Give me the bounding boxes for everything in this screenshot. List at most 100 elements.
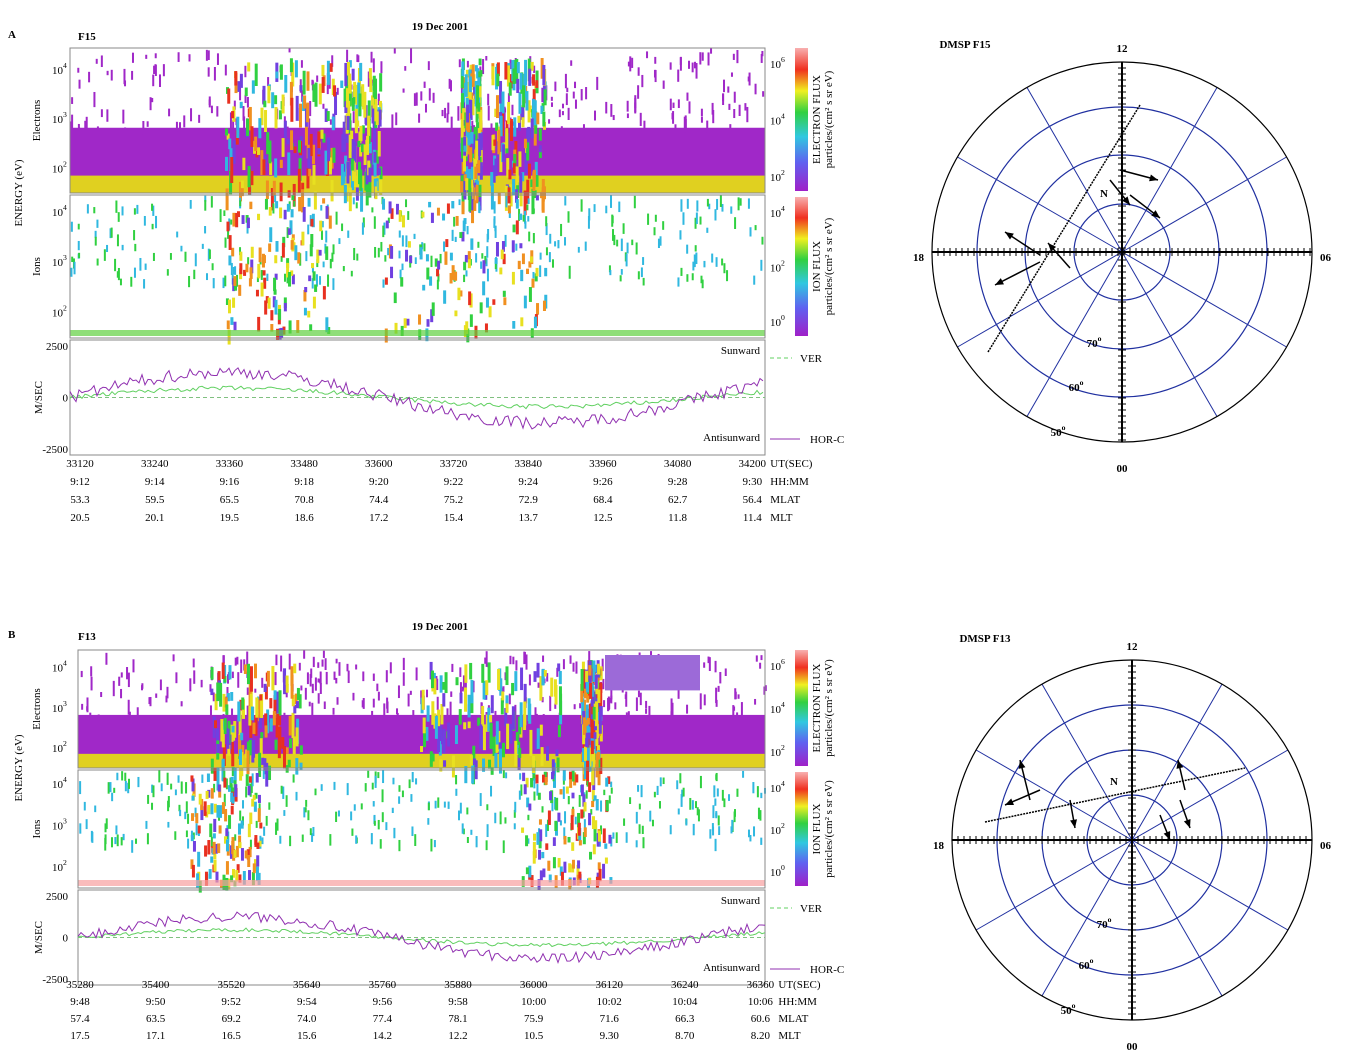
ion-speck (679, 773, 682, 784)
electron-speck (677, 688, 680, 699)
electron-burst (515, 744, 519, 755)
electron-speck (209, 684, 212, 692)
ion-speck (567, 796, 570, 805)
ion-speck (286, 275, 289, 284)
ion-speck (104, 837, 107, 851)
ion-speck (353, 804, 356, 811)
ion-speck (609, 269, 612, 276)
electron-burst (227, 744, 231, 756)
ion-burst (494, 258, 498, 264)
electron-burst (254, 715, 258, 736)
electron-burst (499, 80, 503, 104)
electron-speck (86, 697, 89, 713)
colorbar-tick: 102 (770, 259, 785, 275)
ion-burst (231, 869, 235, 878)
ion-burst (190, 859, 194, 869)
time-value: 20.1 (145, 512, 164, 524)
electron-speck (216, 53, 219, 65)
time-value: 8.70 (675, 1030, 695, 1042)
ion-burst (286, 262, 290, 278)
ion-burst (325, 317, 329, 333)
ion-speck (405, 235, 408, 248)
electron-burst (274, 95, 278, 105)
electron-speck (569, 655, 572, 664)
electron-burst (489, 715, 493, 723)
electron-speck (648, 705, 651, 717)
ion-burst (265, 296, 269, 304)
electron-speck (100, 692, 103, 698)
ion-burst (588, 813, 592, 826)
ion-speck (177, 775, 180, 783)
ion-speck (286, 227, 289, 239)
ion-burst (252, 863, 256, 874)
electron-speck (226, 709, 229, 722)
electron-speck (715, 699, 718, 707)
electron-burst (597, 751, 601, 760)
electron-burst (477, 717, 481, 726)
ion-speck (381, 812, 384, 823)
electron-burst (269, 698, 273, 709)
electron-burst (558, 670, 562, 685)
ion-speck (201, 243, 204, 249)
ion-speck (316, 259, 319, 268)
electron-speck (542, 655, 545, 662)
ion-speck (352, 197, 355, 205)
electron-burst (216, 743, 220, 754)
ion-speck (222, 277, 225, 289)
ion-burst (492, 299, 496, 305)
ion-speck (600, 800, 603, 812)
electron-speck (734, 691, 737, 700)
electron-speck (607, 697, 610, 712)
ion-speck (458, 199, 461, 206)
time-value: 9:58 (448, 996, 468, 1008)
ion-burst (604, 843, 608, 849)
electron-burst (346, 115, 350, 130)
ion-speck (479, 793, 482, 807)
colorbar-tick: 106 (770, 55, 785, 71)
ion-speck (760, 259, 763, 271)
electron-speck (88, 71, 91, 83)
ion-burst (207, 840, 211, 855)
ion-burst (200, 806, 204, 821)
ion-speck (490, 785, 493, 797)
colorbar-tick-base: 10 (770, 747, 782, 759)
electron-burst (492, 736, 496, 756)
ion-speck (749, 227, 752, 237)
ion-burst (257, 872, 261, 886)
electron-burst (585, 704, 589, 728)
ion-burst (197, 851, 201, 867)
electron-speck (85, 116, 88, 129)
electron-speck (554, 703, 557, 709)
electron-burst (329, 63, 333, 72)
electron-burst (252, 739, 256, 758)
electron-burst (260, 693, 264, 718)
ion-speck (304, 807, 307, 813)
ion-burst (563, 835, 567, 845)
ion-speck (638, 803, 641, 810)
ion-burst (248, 776, 252, 783)
electron-speck (300, 685, 303, 691)
ion-burst (191, 795, 195, 801)
ion-burst (425, 254, 429, 262)
electron-burst (514, 740, 518, 767)
ion-burst (205, 790, 209, 799)
ion-speck (407, 211, 410, 220)
ion-burst (232, 212, 236, 227)
ion-burst (406, 318, 410, 326)
electron-speck (309, 674, 312, 687)
ion-speck (423, 243, 426, 252)
electron-burst (247, 165, 251, 188)
electron-speck (153, 65, 156, 75)
electron-burst (494, 158, 498, 177)
electron-speck (449, 80, 452, 92)
electron-burst (519, 72, 523, 90)
ion-speck (262, 770, 265, 779)
time-row-label: UT(SEC) (778, 979, 821, 991)
electron-burst (527, 163, 531, 179)
electron-burst (371, 105, 375, 124)
ion-speck (207, 248, 210, 261)
colorbar-tick: 100 (770, 863, 785, 879)
ion-speck (371, 782, 374, 790)
ion-speck (578, 794, 581, 807)
electron-burst (322, 133, 326, 143)
